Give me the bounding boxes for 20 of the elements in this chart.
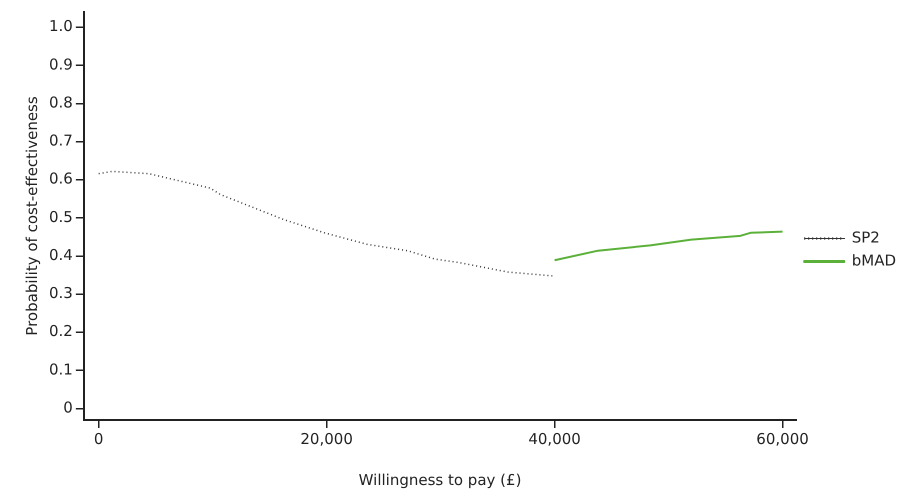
x-tick-label: 20,000 — [300, 430, 353, 448]
x-axis-title: Willingness to pay (£) — [358, 470, 522, 489]
y-tick-label: 0.9 — [48, 55, 73, 74]
legend-label: SP2 — [852, 228, 880, 246]
y-tick-label: 0.4 — [48, 246, 73, 264]
y-tick-label: 0.1 — [48, 360, 73, 378]
x-tick-label: 0 — [94, 430, 104, 448]
y-tick-label: 0.8 — [48, 93, 73, 112]
x-tick-label: 40,000 — [528, 430, 581, 448]
y-tick-label: 0.6 — [48, 170, 73, 188]
line-series — [98, 170, 554, 277]
y-tick-label: 0 — [63, 398, 73, 416]
y-tick-label: 1.0 — [48, 17, 73, 36]
y-tick-label: 0.5 — [48, 208, 73, 226]
y-tick-label: 0.3 — [48, 284, 73, 302]
y-tick-label: 0.7 — [48, 132, 73, 150]
x-tick-label: 60,000 — [756, 430, 809, 448]
legend-label: bMAD — [852, 251, 896, 270]
y-tick-label: 0.2 — [48, 322, 73, 340]
y-axis-title: Probability of cost-effectiveness — [22, 96, 41, 336]
